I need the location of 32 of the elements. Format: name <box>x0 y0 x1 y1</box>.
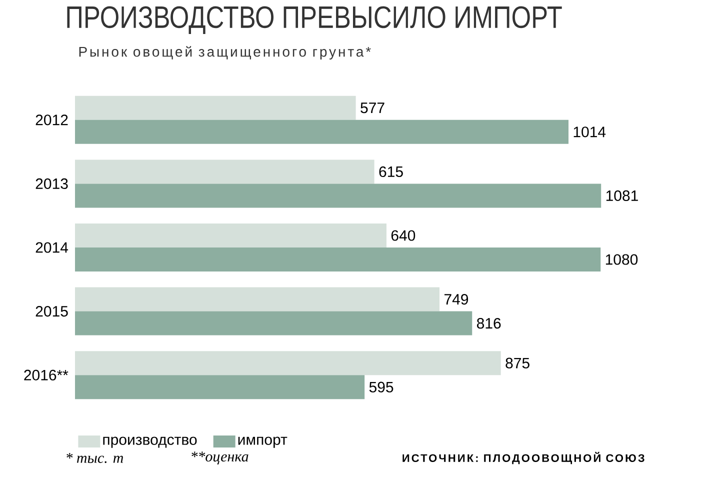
y-tick-label: 2014 <box>36 242 68 253</box>
chart-title: ПРОИЗВОДСТВО ПРЕВЫСИЛО ИМПОРТ <box>67 6 562 34</box>
bar <box>75 287 440 312</box>
data-label: 1014 <box>574 126 606 138</box>
bar <box>75 160 374 184</box>
text: **оценка <box>192 452 248 464</box>
bar <box>75 311 472 336</box>
data-label: 640 <box>391 230 416 241</box>
y-tick-label: 2013 <box>36 178 68 190</box>
legend-label: импорт <box>238 436 288 448</box>
bar <box>75 375 365 400</box>
data-label: 595 <box>369 382 394 392</box>
data-label: 816 <box>476 318 501 329</box>
legend-label: производство <box>103 436 197 448</box>
bar <box>75 120 568 144</box>
data-label: 749 <box>444 294 468 305</box>
text: * тыс. т <box>66 452 124 464</box>
y-tick-label: 2012 <box>36 114 68 126</box>
bar <box>75 224 386 248</box>
chart-subtitle: Рынок овощей защищенного грунта* <box>79 46 371 60</box>
data-label: 875 <box>506 358 530 368</box>
data-label: 1080 <box>606 254 638 265</box>
data-label: 577 <box>360 102 384 114</box>
bar <box>75 351 501 376</box>
y-tick-label: 2015 <box>36 306 68 317</box>
text: ИСТОЧНИК: ПЛОДООВОЩНОЙ СОЮЗ <box>402 452 644 464</box>
bar <box>75 248 601 272</box>
y-tick-label: 2016** <box>24 370 68 380</box>
data-label: 615 <box>379 166 403 178</box>
data-label: 1081 <box>606 190 638 202</box>
bar <box>75 96 356 120</box>
bar <box>75 184 602 208</box>
